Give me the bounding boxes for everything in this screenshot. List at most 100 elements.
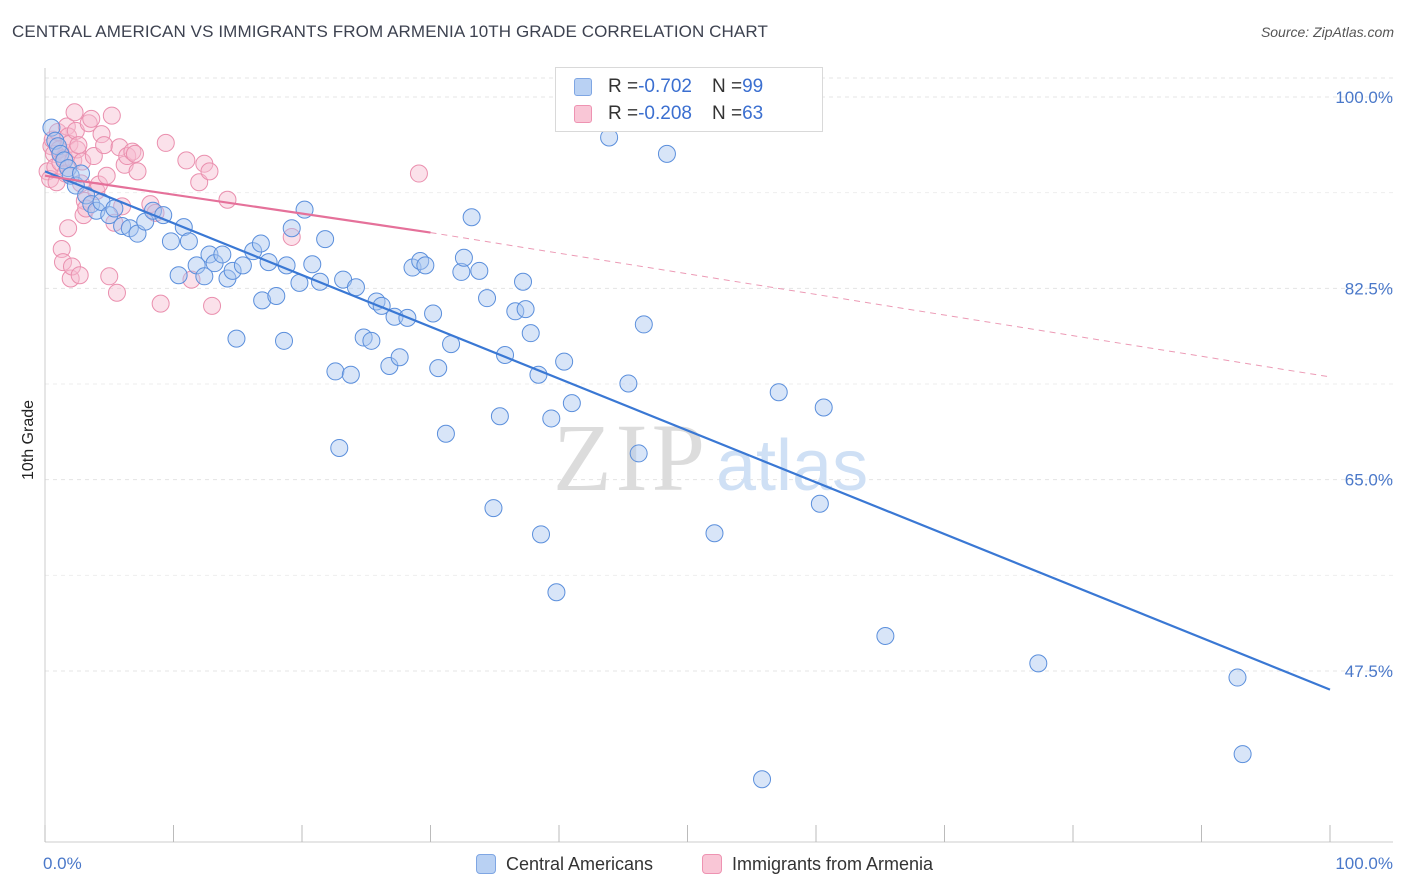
legend-r-label: R =	[608, 103, 639, 124]
data-point-central-american	[470, 261, 489, 280]
data-point-armenia	[95, 136, 114, 155]
data-point-armenia	[156, 133, 175, 152]
data-point-central-american	[251, 234, 270, 253]
data-point-central-american	[516, 300, 535, 319]
x-tick-label-start: 0.0%	[43, 854, 82, 873]
data-point-armenia	[200, 162, 219, 181]
data-point-central-american	[619, 374, 638, 393]
data-point-central-american	[484, 499, 503, 518]
legend-r-value: -0.702	[638, 76, 692, 97]
data-point-central-american	[233, 256, 252, 275]
data-point-central-american	[362, 331, 381, 350]
bottom-legend-swatch-blue	[476, 854, 496, 874]
data-point-central-american	[213, 245, 232, 264]
data-point-central-american	[454, 248, 473, 267]
data-point-central-american	[452, 262, 471, 281]
data-point-armenia	[57, 117, 76, 136]
data-point-central-american	[341, 365, 360, 384]
data-point-central-american	[179, 232, 198, 251]
data-point-armenia	[100, 267, 119, 286]
data-point-armenia	[70, 266, 89, 285]
data-point-central-american	[753, 770, 772, 789]
data-point-central-american	[200, 245, 219, 264]
data-point-armenia	[151, 294, 170, 313]
y-tick-label: 100.0%	[1335, 88, 1393, 107]
data-point-central-american	[547, 583, 566, 602]
y-tick-label: 47.5%	[1345, 662, 1393, 681]
legend-swatch-blue	[574, 78, 592, 96]
legend-n-value: 63	[742, 103, 764, 124]
bottom-legend-label-blue: Central Americans	[506, 853, 654, 874]
data-point-armenia	[59, 219, 78, 238]
data-point-armenia	[123, 142, 142, 161]
data-point-central-american	[326, 362, 345, 381]
data-point-armenia	[52, 239, 71, 258]
data-point-central-american	[195, 267, 214, 286]
data-point-central-american	[227, 329, 246, 348]
trend-lines	[44, 170, 1331, 691]
trend-line-armenia-extended	[430, 232, 1331, 378]
data-point-armenia	[128, 162, 147, 181]
bottom-legend-armenia: Immigrants from Armenia	[702, 853, 933, 875]
data-point-armenia	[177, 151, 196, 170]
data-point-central-american	[372, 296, 391, 315]
data-point-central-american	[1029, 654, 1048, 673]
data-point-central-american	[424, 304, 443, 323]
data-point-central-american	[542, 409, 561, 428]
chart-title: CENTRAL AMERICAN VS IMMIGRANTS FROM ARME…	[12, 22, 768, 41]
armenia-points	[38, 103, 428, 315]
data-point-central-american	[555, 352, 574, 371]
trend-line-armenia	[44, 174, 431, 234]
data-point-central-american	[1233, 745, 1252, 764]
data-point-central-american	[1228, 668, 1247, 687]
data-point-central-american	[532, 525, 551, 544]
data-point-central-american	[267, 286, 286, 305]
legend-swatch-pink	[574, 105, 592, 123]
data-point-central-american	[282, 219, 301, 238]
data-point-central-american	[490, 407, 509, 426]
data-point-central-american	[253, 291, 272, 310]
data-point-central-american	[810, 494, 829, 513]
data-point-central-american	[169, 266, 188, 285]
axes	[44, 68, 1393, 843]
data-point-armenia	[97, 166, 116, 185]
data-point-central-american	[390, 348, 409, 367]
data-point-armenia	[107, 283, 126, 302]
legend-n-value: 99	[742, 76, 764, 97]
legend-r-label: R =	[608, 76, 639, 97]
data-point-armenia	[125, 144, 144, 163]
legend-row-armenia: R = -0.208 N = 63	[574, 102, 763, 126]
legend-n-label: N =	[711, 103, 743, 124]
data-point-armenia	[190, 173, 209, 192]
data-point-central-american	[769, 383, 788, 402]
trend-line-central-americans	[44, 170, 1331, 691]
data-point-central-american	[462, 208, 481, 227]
bottom-legend-label-pink: Immigrants from Armenia	[732, 853, 934, 874]
data-point-central-american	[223, 261, 242, 280]
legend-row-central-americans: R = -0.702 N = 99	[574, 75, 763, 99]
data-point-armenia	[92, 125, 111, 144]
legend-r-value: -0.208	[638, 103, 692, 124]
data-point-central-american	[705, 524, 724, 543]
data-point-central-american	[429, 359, 448, 378]
bottom-legend-central-americans: Central Americans	[476, 853, 653, 875]
data-point-central-american	[316, 230, 335, 249]
data-point-central-american	[416, 256, 435, 275]
data-point-central-american	[478, 289, 497, 308]
data-point-central-american	[521, 324, 540, 343]
y-tick-label: 82.5%	[1345, 279, 1393, 298]
y-tick-label: 65.0%	[1345, 471, 1393, 490]
data-point-armenia	[218, 190, 237, 209]
data-point-armenia	[69, 136, 88, 155]
central-american-points	[42, 101, 1252, 789]
source-label: Source: ZipAtlas.com	[1260, 24, 1394, 40]
data-point-armenia	[203, 296, 222, 315]
data-point-armenia	[53, 253, 72, 272]
data-point-armenia	[409, 164, 428, 183]
grid-lines	[45, 77, 1393, 672]
x-tick-labels: 0.0% 100.0%	[43, 854, 1393, 873]
watermark-zip: ZIP	[553, 404, 709, 511]
data-point-central-american	[275, 331, 294, 350]
legend-n-label: N =	[711, 76, 743, 97]
